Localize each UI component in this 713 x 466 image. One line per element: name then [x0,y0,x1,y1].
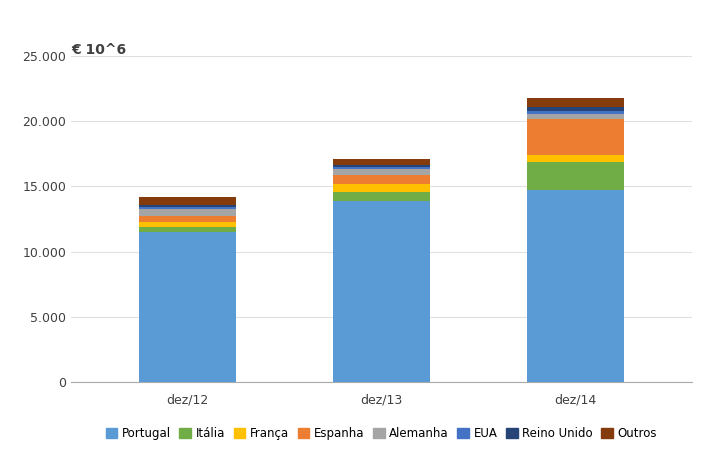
Bar [333,185,430,192]
Bar [139,197,236,206]
Bar [139,216,236,222]
Bar [527,162,624,190]
Bar [527,108,624,111]
Bar [333,192,430,201]
Bar [527,190,624,382]
Bar [139,206,236,207]
Legend: Portugal, Itália, França, Espanha, Alemanha, EUA, Reino Unido, Outros: Portugal, Itália, França, Espanha, Alema… [106,427,657,440]
Bar [527,114,624,118]
Bar [333,175,430,185]
Bar [333,169,430,175]
Text: € 10^6: € 10^6 [71,43,126,57]
Bar [527,155,624,162]
Bar [527,98,624,108]
Bar [527,111,624,114]
Bar [139,222,236,227]
Bar [333,165,430,167]
Bar [333,167,430,169]
Bar [139,227,236,232]
Bar [139,207,236,209]
Bar [333,201,430,382]
Bar [333,159,430,165]
Bar [527,118,624,155]
Bar [139,209,236,216]
Bar [139,232,236,382]
